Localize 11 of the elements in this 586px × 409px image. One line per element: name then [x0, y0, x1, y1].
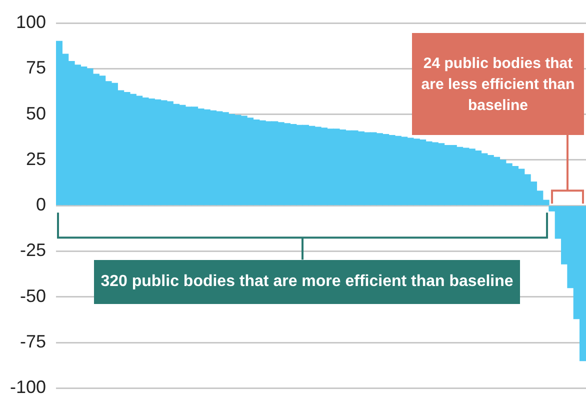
y-tick-label: 0 — [36, 194, 46, 215]
y-tick-label: -100 — [10, 377, 46, 398]
callout-box: 24 public bodies that are less efficient than baseline — [412, 33, 584, 135]
y-tick-label: -25 — [20, 240, 46, 260]
y-tick-label: 75 — [26, 58, 46, 78]
callout-box: 320 public bodies that are more efficient than baseline — [94, 260, 520, 304]
y-tick-label: 50 — [26, 103, 46, 124]
y-tick-label: 25 — [26, 148, 46, 169]
y-tick-label: -75 — [20, 332, 46, 352]
y-tick-label: 100 — [16, 12, 46, 32]
y-tick-label: -50 — [20, 286, 46, 306]
